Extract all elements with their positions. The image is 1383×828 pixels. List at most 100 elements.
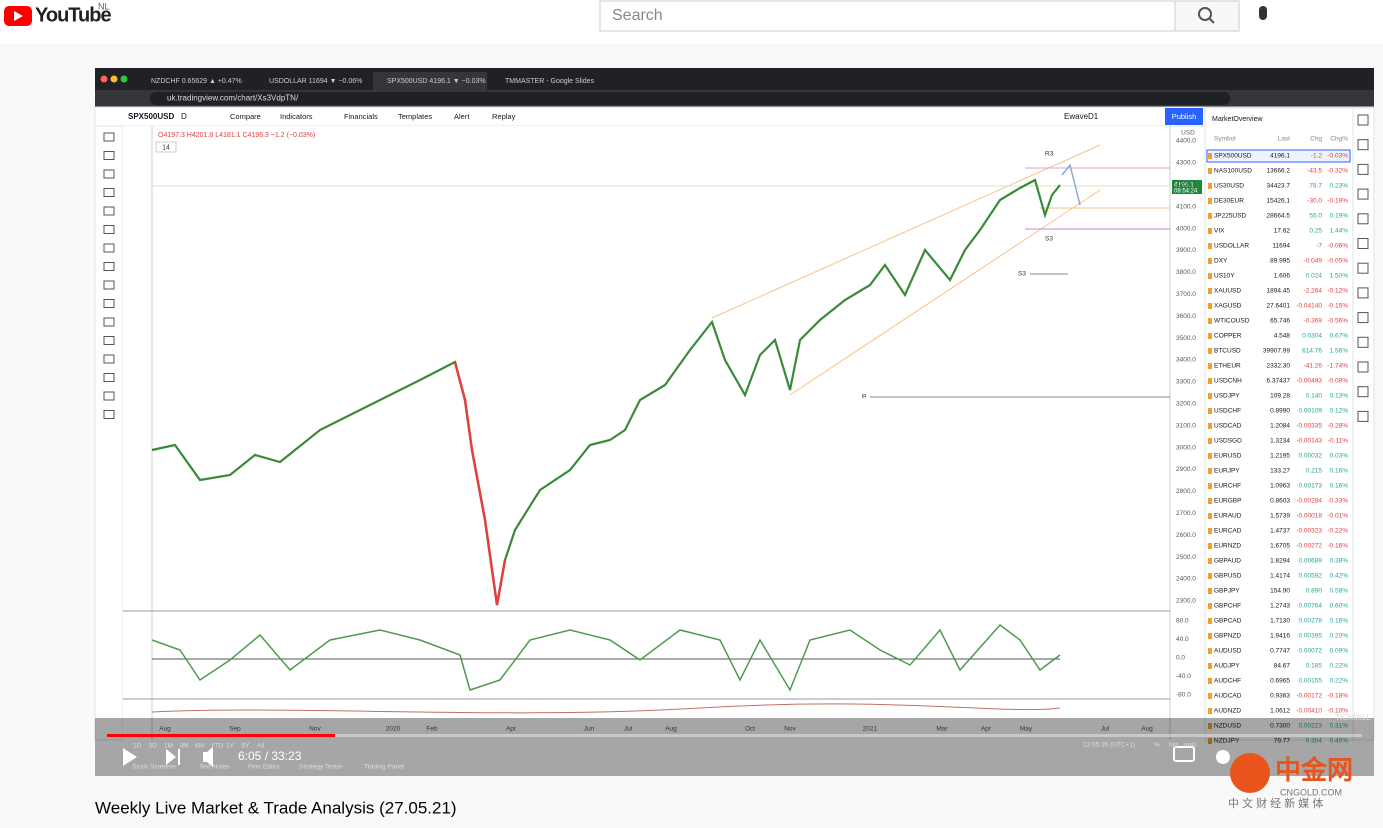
watchlist-cell[interactable]: -1.2 (1311, 153, 1323, 160)
watchlist-cell[interactable]: 0.8990 (1270, 408, 1290, 415)
watchlist-cell[interactable]: 0.00173 (1299, 483, 1323, 490)
interval[interactable]: D (181, 112, 187, 121)
watchlist-cell[interactable]: JP225USD (1214, 213, 1246, 220)
watchlist-cell[interactable]: -0.05% (1327, 258, 1348, 265)
toolbar-item[interactable]: Financials (344, 112, 378, 121)
watchlist-cell[interactable]: 39907.99 (1263, 348, 1290, 355)
watchlist-cell[interactable]: 1.606 (1274, 273, 1291, 280)
tool-icon[interactable] (103, 169, 115, 179)
watchlist-cell[interactable]: 84.67 (1274, 663, 1291, 670)
watchlist-cell[interactable]: 0.00223 (1299, 723, 1323, 730)
bottom-tab[interactable]: Stock Screener (132, 764, 177, 771)
watchlist-cell[interactable]: 0.42% (1330, 573, 1349, 580)
tool-icon[interactable] (103, 336, 115, 345)
watchlist-cell[interactable]: -41.26 (1304, 363, 1323, 370)
watchlist-cell[interactable]: GBPUSD (1214, 573, 1242, 580)
watchlist-cell[interactable]: 0.140 (1306, 393, 1323, 400)
watchlist-cell[interactable]: -0.08% (1327, 378, 1348, 385)
watchlist-cell[interactable]: 89.995 (1270, 258, 1290, 265)
tab[interactable] (373, 72, 487, 90)
watchlist-cell[interactable]: 109.28 (1270, 393, 1290, 400)
watchlist-cell[interactable]: -0.11% (1328, 438, 1348, 445)
side-icon[interactable] (1357, 213, 1369, 225)
watchlist-cell[interactable]: COPPER (1214, 333, 1242, 340)
scale-option[interactable]: auto (1184, 742, 1197, 749)
watchlist-cell[interactable]: 79.77 (1274, 738, 1291, 745)
tool-icon[interactable] (103, 373, 115, 382)
side-icon[interactable] (1357, 287, 1369, 299)
range-button[interactable]: 1Y (226, 743, 235, 750)
watchlist-cell[interactable]: 28664.5 (1267, 213, 1291, 220)
watchlist-cell[interactable]: 34423.7 (1267, 183, 1291, 190)
toolbar-item[interactable]: Compare (230, 112, 261, 121)
watchlist-cell[interactable]: ETHEUR (1214, 363, 1241, 370)
watchlist-cell[interactable]: -0.01% (1327, 513, 1348, 520)
watchlist-cell[interactable]: AUDJPY (1214, 663, 1240, 670)
toolbar-item[interactable]: Templates (398, 112, 432, 121)
tool-icon[interactable] (103, 262, 115, 271)
watchlist-cell[interactable]: EURCAD (1214, 528, 1242, 535)
watchlist-cell[interactable]: 15426.1 (1267, 198, 1291, 205)
watchlist-cell[interactable]: 1.6705 (1270, 543, 1290, 550)
range-button[interactable]: All (257, 743, 265, 750)
tool-icon[interactable] (103, 317, 115, 327)
watchlist-cell[interactable]: 1.3234 (1270, 438, 1290, 445)
watchlist-cell[interactable]: 78.7 (1309, 183, 1322, 190)
watchlist-cell[interactable]: -0.12% (1327, 288, 1348, 295)
watchlist-cell[interactable]: EURNZD (1214, 543, 1241, 550)
watchlist-cell[interactable]: 1.9416 (1270, 633, 1290, 640)
watchlist-cell[interactable]: USDOLLAR (1214, 243, 1249, 250)
watchlist-cell[interactable]: -0.00172 (1296, 693, 1322, 700)
watchlist-cell[interactable]: 0.215 (1306, 468, 1323, 475)
watchlist-cell[interactable]: 55.0 (1309, 213, 1322, 220)
watchlist-cell[interactable]: 0.60% (1330, 603, 1349, 610)
watchlist-cell[interactable]: -0.18% (1327, 693, 1348, 700)
watchlist-cell[interactable]: 0.00689 (1299, 558, 1323, 565)
watchlist-cell[interactable]: AUDCAD (1214, 693, 1242, 700)
side-icon[interactable] (1357, 386, 1369, 398)
watchlist-cell[interactable]: SPX500USD (1214, 153, 1252, 160)
tool-icon[interactable] (103, 151, 115, 160)
bottom-tab[interactable]: Strategy Tester (299, 764, 343, 771)
watchlist-cell[interactable]: AUDUSD (1214, 648, 1242, 655)
tab[interactable] (491, 72, 605, 90)
watchlist-cell[interactable]: WTICOUSD (1214, 318, 1250, 325)
logo[interactable]: YouTube (35, 4, 112, 26)
watchlist-cell[interactable]: 1.44% (1330, 228, 1349, 235)
watchlist-cell[interactable]: 0.09% (1330, 648, 1349, 655)
watchlist-cell[interactable]: 133.27 (1270, 468, 1290, 475)
watchlist-cell[interactable]: 17.62 (1274, 228, 1291, 235)
watchlist-cell[interactable]: BTCUSD (1214, 348, 1241, 355)
next-button[interactable] (166, 749, 180, 765)
watchlist-cell[interactable]: 0.00072 (1299, 648, 1323, 655)
watchlist-cell[interactable]: 0.6965 (1270, 678, 1290, 685)
watchlist-cell[interactable]: -7 (1316, 243, 1322, 250)
watchlist-cell[interactable]: 0.45% (1330, 738, 1349, 745)
side-icon[interactable] (1357, 410, 1369, 422)
watchlist-cell[interactable]: -0.15% (1327, 303, 1348, 310)
watchlist-cell[interactable]: 614.76 (1302, 348, 1322, 355)
watchlist-cell[interactable]: 11694 (1272, 243, 1290, 250)
watchlist-cell[interactable]: -2.264 (1304, 288, 1323, 295)
watchlist-cell[interactable]: -30.0 (1307, 198, 1322, 205)
watchlist-cell[interactable]: 0.22% (1330, 678, 1349, 685)
side-icon[interactable] (1357, 188, 1369, 200)
watchlist-cell[interactable]: 0.0304 (1302, 333, 1322, 340)
search-button[interactable] (1174, 0, 1240, 32)
layout-name[interactable]: EwaveD1 (1064, 112, 1099, 121)
side-icon[interactable] (1357, 139, 1369, 151)
tool-icon[interactable] (103, 206, 115, 216)
watchlist-cell[interactable]: -0.00323 (1296, 528, 1322, 535)
watchlist-cell[interactable]: GBPJPY (1214, 588, 1240, 595)
publish-button[interactable] (1165, 108, 1203, 125)
tool-icon[interactable] (103, 280, 115, 290)
tool-icon[interactable] (103, 299, 115, 308)
progress-played[interactable] (107, 734, 335, 737)
side-icon[interactable] (1357, 262, 1369, 274)
watchlist-cell[interactable]: 0.00109 (1299, 408, 1323, 415)
watchlist-cell[interactable]: 1.2084 (1270, 423, 1290, 430)
watchlist-cell[interactable]: -0.00335 (1296, 423, 1322, 430)
tool-icon[interactable] (103, 188, 115, 197)
watchlist-cell[interactable]: 2332.30 (1267, 363, 1291, 370)
watchlist-cell[interactable]: NZDUSD (1214, 723, 1241, 730)
